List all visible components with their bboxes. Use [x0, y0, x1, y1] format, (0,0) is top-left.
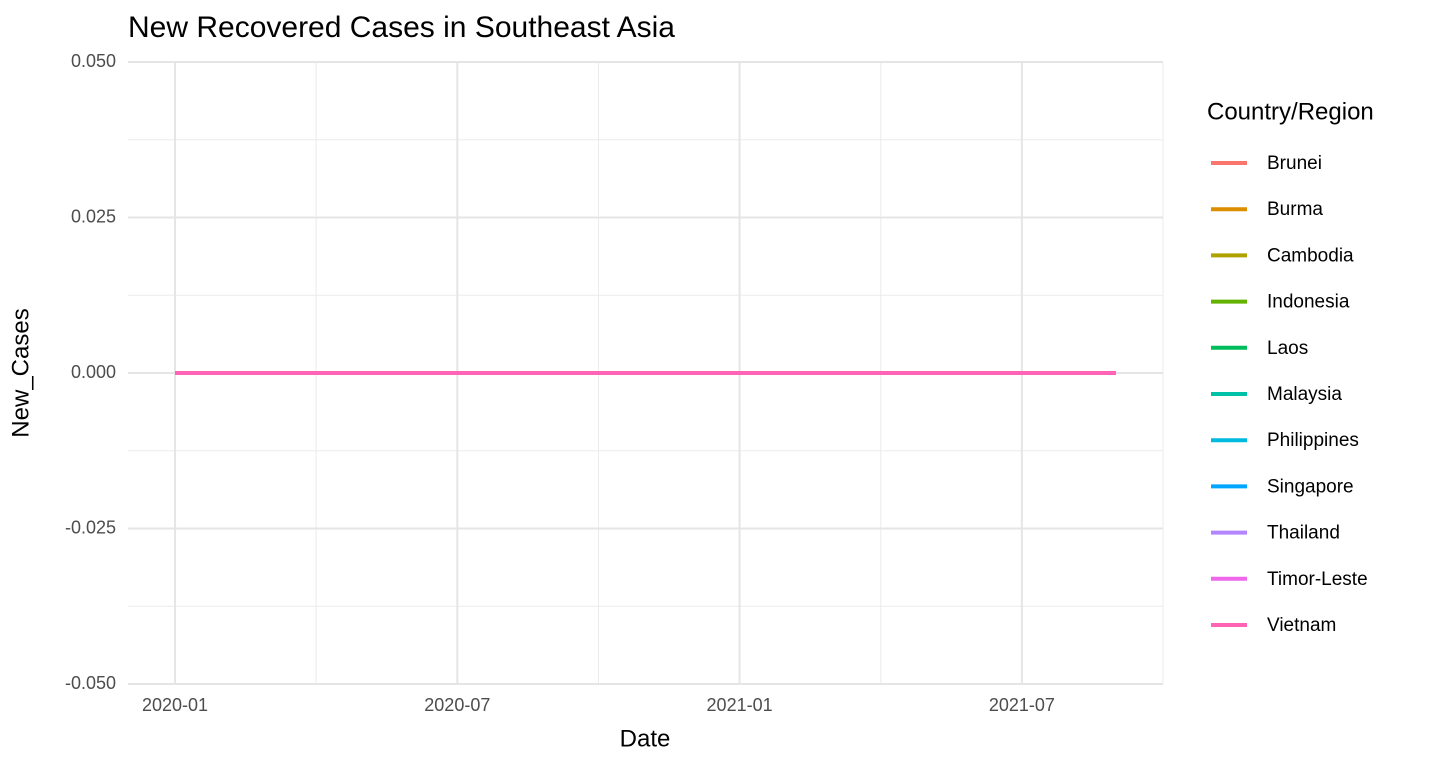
y-tick-label: -0.050: [65, 673, 116, 693]
x-tick-label: 2021-07: [989, 695, 1055, 715]
x-axis-title: Date: [620, 725, 671, 752]
legend-label: Laos: [1267, 338, 1308, 359]
x-tick-label: 2020-01: [142, 695, 208, 715]
legend-label: Burma: [1267, 199, 1323, 220]
y-tick-label: 0.000: [71, 362, 116, 382]
y-tick-label: 0.025: [71, 206, 116, 226]
x-tick-label: 2020-07: [424, 695, 490, 715]
chart-title: New Recovered Cases in Southeast Asia: [128, 11, 675, 44]
legend-label: Vietnam: [1267, 615, 1336, 636]
legend-label: Brunei: [1267, 153, 1322, 174]
y-tick-label: 0.050: [71, 51, 116, 71]
y-tick-label: -0.025: [65, 517, 116, 537]
legend-label: Thailand: [1267, 523, 1340, 544]
legend-title: Country/Region: [1207, 98, 1374, 125]
legend-label: Malaysia: [1267, 384, 1342, 405]
legend-label: Indonesia: [1267, 292, 1350, 313]
y-axis-title: New_Cases: [7, 308, 34, 437]
legend-label: Philippines: [1267, 430, 1359, 451]
legend-label: Singapore: [1267, 476, 1354, 497]
legend-label: Timor-Leste: [1267, 569, 1368, 590]
legend-label: Cambodia: [1267, 245, 1354, 266]
x-tick-label: 2021-01: [707, 695, 773, 715]
